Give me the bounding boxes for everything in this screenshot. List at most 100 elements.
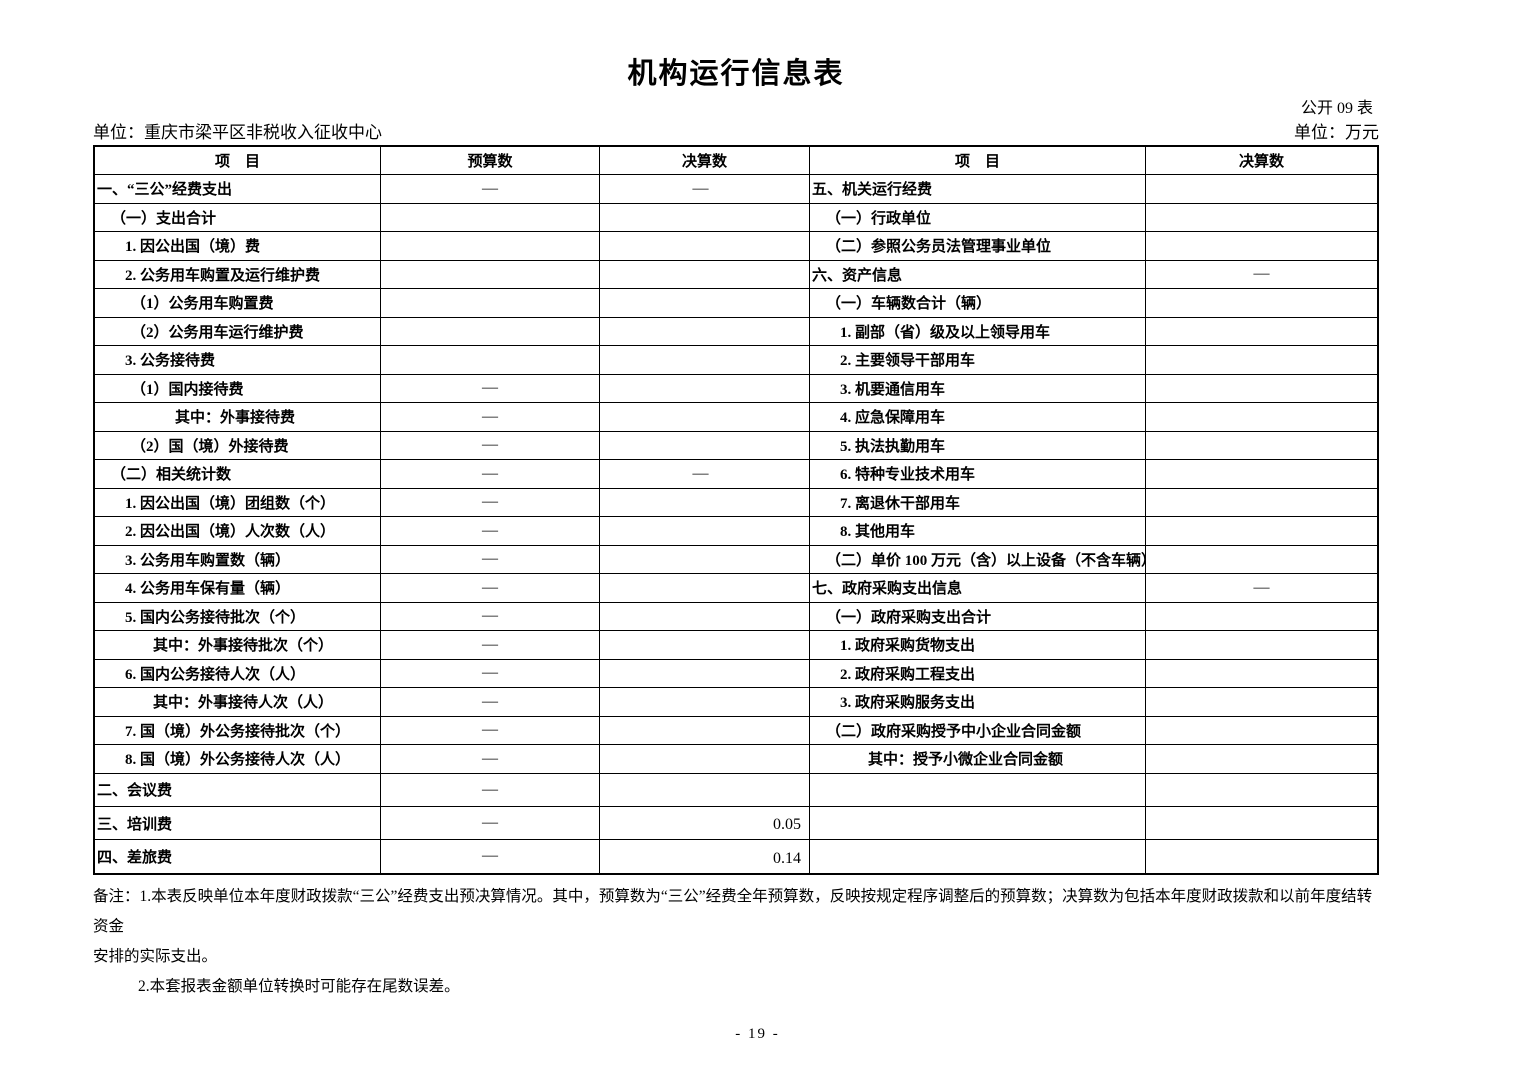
table-row: 8. 国（境）外公务接待人次（人） — bbox=[95, 744, 809, 773]
item-label: 3. 公务接待费 bbox=[125, 353, 216, 370]
item-label: （1）国内接待费 bbox=[131, 381, 244, 398]
table-row: 1. 副部（省）级及以上领导用车 bbox=[809, 316, 1377, 345]
budget-value: — bbox=[482, 550, 498, 568]
item-cell: 3. 公务用车购置数（辆） bbox=[95, 546, 380, 574]
item-label: （二）参照公务员法管理事业单位 bbox=[826, 239, 1052, 256]
item-label: 1. 因公出国（境）团组数（个） bbox=[125, 495, 336, 512]
item-label: 5. 国内公务接待批次（个） bbox=[125, 609, 306, 626]
final-cell: — bbox=[1145, 260, 1377, 288]
item-label: 七、政府采购支出信息 bbox=[812, 581, 963, 598]
budget-cell: — bbox=[380, 431, 599, 459]
item-label: 6. 特种专业技术用车 bbox=[840, 467, 976, 484]
budget-value: — bbox=[482, 692, 498, 710]
table-row: （一）车辆数合计（辆） bbox=[809, 288, 1377, 317]
item-cell: （二）参照公务员法管理事业单位 bbox=[809, 232, 1145, 260]
table-row: 2. 政府采购工程支出 bbox=[809, 658, 1377, 687]
table-row: 1. 因公出国（境）团组数（个） — bbox=[95, 487, 809, 516]
final-cell bbox=[1145, 374, 1377, 402]
final-cell bbox=[1145, 545, 1377, 573]
item-cell: （2）国（境）外接待费 bbox=[95, 432, 380, 460]
page-title: 机构运行信息表 bbox=[627, 58, 845, 90]
budget-cell bbox=[380, 346, 599, 374]
table-row: （一）政府采购支出合计 bbox=[809, 601, 1377, 630]
final-value: 0.05 bbox=[773, 816, 801, 834]
budget-value: — bbox=[482, 635, 498, 653]
budget-cell bbox=[380, 260, 599, 288]
item-cell: 2. 公务用车购置及运行维护费 bbox=[95, 261, 380, 289]
table-row: 1. 政府采购货物支出 bbox=[809, 630, 1377, 659]
final-cell bbox=[1145, 840, 1377, 873]
final-cell bbox=[599, 517, 809, 545]
table-row: 7. 国（境）外公务接待批次（个） — bbox=[95, 715, 809, 744]
table-row: （1）国内接待费 — bbox=[95, 373, 809, 402]
final-cell bbox=[1145, 716, 1377, 744]
item-label: 其中：外事接待费 bbox=[175, 410, 296, 427]
item-label: 1. 因公出国（境）费 bbox=[125, 239, 261, 256]
unit-row: 单位：重庆市梁平区非税收入征收中心 单位：万元 bbox=[93, 118, 1379, 143]
item-label: 4. 公务用车保有量（辆） bbox=[125, 581, 291, 598]
budget-cell: — bbox=[380, 403, 599, 431]
budget-cell: — bbox=[380, 659, 599, 687]
item-label: （一）政府采购支出合计 bbox=[826, 609, 992, 626]
item-cell: 一、“三公”经费支出 bbox=[95, 175, 380, 203]
item-cell: 3. 公务接待费 bbox=[95, 346, 380, 374]
item-cell: 8. 国（境）外公务接待人次（人） bbox=[95, 745, 380, 773]
table-row: 5. 执法执勤用车 bbox=[809, 430, 1377, 459]
final-value: 0.14 bbox=[773, 849, 801, 867]
item-cell: 七、政府采购支出信息 bbox=[809, 574, 1145, 602]
item-label: （一）支出合计 bbox=[111, 210, 217, 227]
budget-value: — bbox=[482, 607, 498, 625]
item-cell: 4. 应急保障用车 bbox=[809, 403, 1145, 431]
item-label: 其中：外事接待批次（个） bbox=[153, 638, 334, 655]
item-cell: 4. 公务用车保有量（辆） bbox=[95, 574, 380, 602]
item-cell: （二）相关统计数 bbox=[95, 460, 380, 488]
table-row: 2. 因公出国（境）人次数（人） — bbox=[95, 516, 809, 545]
table-row: （2）国（境）外接待费 — bbox=[95, 430, 809, 460]
budget-value: — bbox=[482, 407, 498, 425]
item-cell: 其中：外事接待批次（个） bbox=[95, 631, 380, 659]
item-cell: （一）车辆数合计（辆） bbox=[809, 289, 1145, 317]
item-label: （2）国（境）外接待费 bbox=[131, 438, 289, 455]
budget-value: — bbox=[482, 179, 498, 197]
item-label: 2. 主要领导干部用车 bbox=[840, 353, 976, 370]
final-cell bbox=[1145, 773, 1377, 806]
item-label: （二）单价 100 万元（含）以上设备（不含车辆） bbox=[826, 552, 1145, 569]
item-cell: （1）公务用车购置费 bbox=[95, 289, 380, 317]
table-row: 5. 国内公务接待批次（个） — bbox=[95, 601, 809, 630]
item-cell: 三、培训费 bbox=[95, 807, 380, 839]
item-cell: （二）单价 100 万元（含）以上设备（不含车辆） bbox=[809, 545, 1145, 573]
item-label: 1. 政府采购货物支出 bbox=[840, 638, 976, 655]
item-cell: 二、会议费 bbox=[95, 774, 380, 806]
final-cell bbox=[599, 488, 809, 516]
final-cell bbox=[1145, 203, 1377, 231]
item-label: 二、会议费 bbox=[97, 783, 173, 800]
table-row: 二、会议费 — bbox=[95, 772, 809, 806]
item-label: 六、资产信息 bbox=[812, 267, 903, 284]
item-cell: 6. 国内公务接待人次（人） bbox=[95, 660, 380, 688]
item-label: （二）政府采购授予中小企业合同金额 bbox=[826, 723, 1082, 740]
column-header-final-left: 决算数 bbox=[599, 147, 809, 174]
budget-cell: — bbox=[380, 806, 599, 840]
final-cell bbox=[1145, 659, 1377, 687]
table-row bbox=[809, 772, 1377, 806]
item-label: 7. 国（境）外公务接待批次（个） bbox=[125, 723, 351, 740]
item-cell: 1. 政府采购货物支出 bbox=[809, 631, 1145, 659]
final-value: — bbox=[1253, 578, 1270, 596]
final-cell: — bbox=[1145, 574, 1377, 602]
item-cell: 2. 主要领导干部用车 bbox=[809, 346, 1145, 374]
budget-value: — bbox=[482, 578, 498, 596]
item-label: 其中：外事接待人次（人） bbox=[153, 695, 334, 712]
item-label: 4. 应急保障用车 bbox=[840, 410, 946, 427]
budget-cell bbox=[380, 289, 599, 317]
footnote-line-3: 2.本套报表金额单位转换时可能存在尾数误差。 bbox=[138, 978, 460, 995]
final-cell bbox=[1145, 346, 1377, 374]
item-label: （一）车辆数合计（辆） bbox=[826, 296, 992, 313]
budget-cell bbox=[380, 203, 599, 231]
table-row: 四、差旅费 — 0.14 bbox=[95, 839, 809, 873]
unit-currency-label: 单位：万元 bbox=[1294, 123, 1379, 142]
item-cell: （2）公务用车运行维护费 bbox=[95, 318, 380, 346]
footnote-line-2: 安排的实际支出。 bbox=[93, 948, 218, 965]
item-cell: （一）支出合计 bbox=[95, 204, 380, 232]
item-label: 一、“三公”经费支出 bbox=[97, 182, 233, 199]
item-cell: 其中：外事接待费 bbox=[95, 403, 380, 431]
